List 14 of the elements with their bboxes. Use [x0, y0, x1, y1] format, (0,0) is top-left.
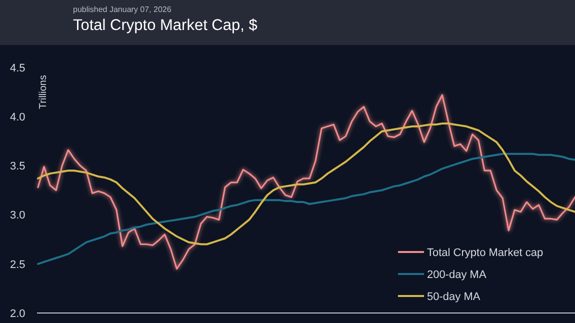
y-tick-label: 3.5 — [10, 160, 26, 173]
legend-label: 50-day MA — [427, 290, 481, 303]
y-tick-label: 2.0 — [10, 308, 26, 320]
line-series — [37, 122, 575, 246]
chart-subtitle: published January 07, 2026 — [73, 5, 172, 14]
y-tick-label: 3.0 — [10, 210, 26, 222]
y-tick-label: 2.5 — [10, 258, 26, 271]
y-tick-label: 4.0 — [10, 111, 26, 124]
legend-label: Total Crypto Market cap — [427, 246, 544, 259]
y-axis-title: Trillions — [38, 75, 49, 110]
line-series — [37, 152, 575, 265]
y-tick-label: 4.5 — [10, 62, 26, 74]
chart-title: Total Crypto Market Cap, $ — [73, 17, 258, 34]
legend-label: 200-day MA — [427, 268, 487, 281]
